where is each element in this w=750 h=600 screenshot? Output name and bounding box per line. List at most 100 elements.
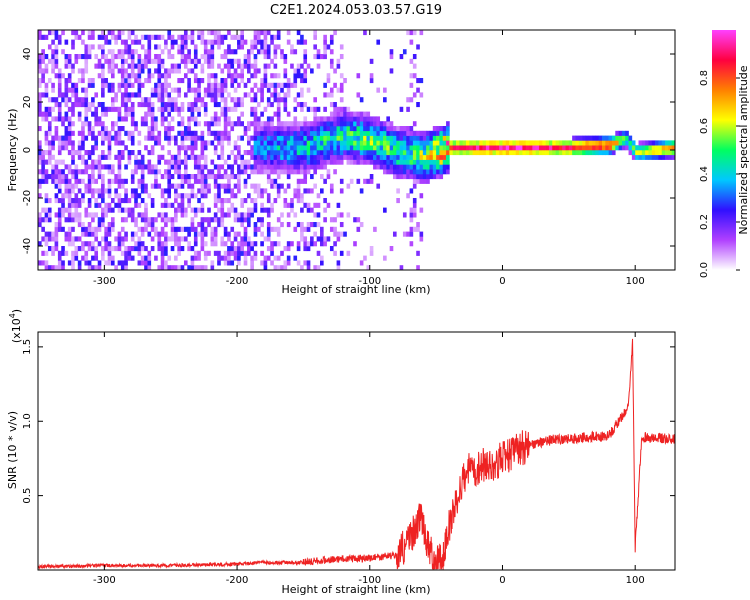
spectrogram-cell (160, 217, 165, 223)
spectrogram-cell (223, 54, 228, 60)
spectrogram-cell (250, 121, 254, 127)
spectrogram-cell (193, 78, 198, 84)
spectrogram-cell (193, 154, 198, 160)
spectrogram-cell (167, 73, 172, 79)
spectrogram-cell (207, 130, 211, 136)
spectrogram-cell (369, 135, 374, 141)
spectrogram-cell (515, 140, 520, 146)
spectrogram-cell (54, 159, 59, 165)
spectrogram-cell (101, 193, 105, 199)
spectrogram-cell (310, 106, 314, 112)
spectrogram-cell (144, 222, 148, 228)
spectrogram-cell (436, 174, 440, 180)
spectrogram-cell (180, 198, 185, 204)
spectrogram-cell (399, 135, 404, 141)
spectrogram-cell (150, 222, 155, 228)
spectrogram-cell (668, 140, 672, 146)
spectrogram-cell (227, 63, 231, 69)
spectrogram-cell (91, 44, 95, 50)
spectrogram-cell (237, 212, 241, 218)
spectrogram-cell (416, 226, 420, 232)
spectrogram-cell (44, 140, 49, 146)
spectrogram-cell (61, 169, 65, 175)
spectrogram-cell (137, 39, 142, 45)
spectrogram-cell (41, 159, 45, 165)
spectrogram-cell (376, 154, 381, 160)
spectrogram-cell (197, 255, 201, 261)
spectrogram-cell (124, 217, 128, 223)
spectrogram-cell (409, 130, 414, 136)
spectrogram-cell (44, 250, 49, 256)
spectrogram-cell (124, 78, 128, 84)
spectrogram-cell (412, 54, 417, 60)
spectrogram-cell (416, 150, 420, 156)
spectrogram-cell (41, 174, 45, 180)
spectrogram-cell (479, 150, 483, 156)
spectrogram-cell (329, 58, 334, 64)
spectrogram-cell (283, 135, 288, 141)
spectrogram-cell (154, 183, 158, 189)
spectrogram-cell (313, 140, 317, 146)
spectrogram-cell (180, 44, 185, 50)
spectrogram-cell (101, 82, 105, 88)
spectrogram-cell (655, 140, 659, 146)
spectrogram-cell (386, 150, 390, 156)
spectrogram-cell (402, 140, 407, 146)
spectrogram-cell (336, 212, 341, 218)
spectrogram-cell (177, 164, 181, 170)
spectrogram-cell (91, 212, 95, 218)
spectrogram-cell (67, 226, 72, 232)
spectrogram-cell (233, 73, 238, 79)
spectrogram-cell (409, 82, 414, 88)
spectrogram-cell (376, 150, 381, 156)
spectrogram-cell (373, 145, 377, 151)
spectrogram-cell (210, 226, 215, 232)
spectrogram-cell (253, 121, 258, 127)
spectrogram-cell (313, 159, 317, 165)
spectrogram-cell (177, 207, 181, 213)
spectrogram-cell (273, 97, 278, 103)
spectrogram-cell (379, 150, 384, 156)
spectrogram-cell (283, 121, 288, 127)
spectrogram-cell (64, 87, 69, 93)
spectrogram-cell (280, 87, 284, 93)
spectrogram-cell (240, 217, 244, 223)
spectrogram-cell (127, 130, 132, 136)
spectrogram-cell (247, 121, 251, 127)
spectrogram-cell (104, 202, 108, 208)
spectrogram-cell (223, 87, 228, 93)
spectrogram-cell (446, 140, 450, 146)
spectrogram-cell (210, 116, 215, 122)
spectrogram-cell (51, 169, 55, 175)
spectrogram-cell (270, 92, 274, 98)
spectrogram-cell (329, 183, 334, 189)
spectrogram-cell (187, 102, 191, 108)
spectrogram-cell (183, 212, 188, 218)
spectrogram-cell (256, 121, 261, 127)
spectrogram-cell (91, 34, 95, 40)
spectrogram-cell (207, 169, 211, 175)
spectrogram-cell (117, 130, 122, 136)
spectrogram-cell (127, 54, 132, 60)
spectrogram-cell (389, 54, 394, 60)
spectrogram-cell (399, 265, 404, 270)
spectrogram-cell (446, 154, 450, 160)
spectrogram-cell (247, 54, 251, 60)
spectrogram-cell (665, 150, 669, 156)
spectrogram-cell (363, 135, 367, 141)
spectrogram-cell (369, 58, 374, 64)
spectrogram-cell (187, 121, 191, 127)
spectrogram-cell (67, 130, 72, 136)
spectrogram-cell (137, 212, 142, 218)
spectrogram-cell (343, 231, 347, 237)
spectrogram-cell (77, 217, 82, 223)
x-tick-label: -300 (93, 276, 116, 287)
spectrogram-cell (429, 150, 434, 156)
spectrogram-cell (320, 126, 324, 132)
spectrogram-cell (641, 150, 646, 156)
spectrogram-cell (651, 154, 656, 160)
spectrogram-cell (84, 159, 89, 165)
spectrogram-cell (409, 30, 414, 36)
spectrogram-cell (499, 140, 503, 146)
spectrogram-cell (349, 135, 354, 141)
